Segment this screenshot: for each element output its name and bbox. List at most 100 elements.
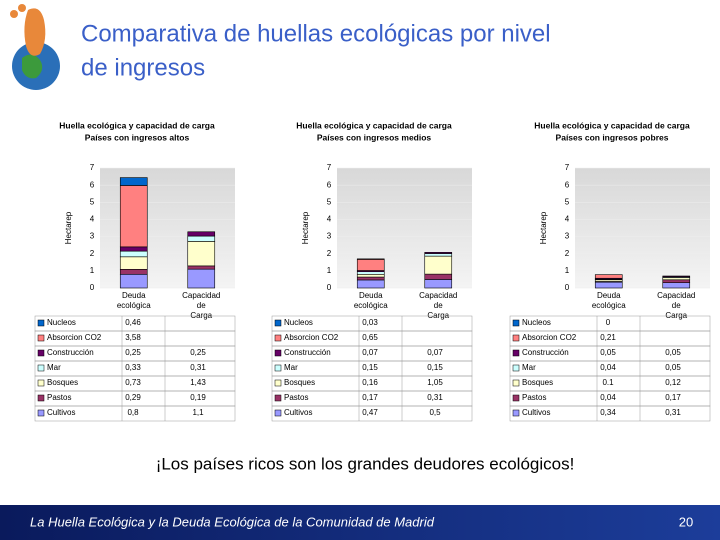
y-tick-label: 5 [90,197,95,206]
data-label: 0,25 [190,348,206,357]
y-tick-label: 1 [565,266,570,275]
data-label: 3,58 [125,333,141,342]
legend-label: Pastos [522,393,546,402]
legend-label: Nucleos [522,318,551,327]
data-label: 0,15 [427,363,443,372]
y-tick-label: 1 [327,266,332,275]
legend-label: Absorcion CO2 [522,333,577,342]
y-tick-label: 0 [327,283,332,292]
data-label: 0,16 [362,378,378,387]
bar-segment [187,235,216,242]
x-tick-label: Deuda ecológica [354,291,388,310]
data-label: 0,31 [427,393,443,402]
data-label: 0,04 [600,393,616,402]
legend-swatch [37,334,45,342]
legend-swatch [274,364,282,372]
legend-label: Bosques [284,378,315,387]
data-label: 0,12 [665,378,681,387]
data-label: 0,31 [190,363,206,372]
bar-segment [424,253,453,257]
data-label: 0,65 [362,333,378,342]
data-label: 0,05 [600,348,616,357]
legend-swatch [37,409,45,417]
data-label: 1,43 [190,378,206,387]
footer: La Huella Ecológica y la Deuda Ecológica… [30,514,435,529]
bar-segment [119,177,148,186]
legend-swatch [37,379,45,387]
chart-subtitle: Países con ingresos altos [85,132,190,142]
data-label: 0,47 [362,408,378,417]
legend-swatch [274,349,282,357]
chart-title: Huella ecológica y capacidad de carga [534,120,690,130]
y-tick-label: 7 [565,163,570,172]
legend-label: Cultivos [522,408,550,417]
footer-bar [0,505,720,540]
bar-segment [594,281,623,289]
y-tick-label: 2 [90,249,95,258]
y-tick-label: 4 [565,215,570,224]
plot-area [575,168,710,288]
bar-segment [424,273,453,280]
legend-swatch [274,334,282,342]
bar-segment [356,271,385,275]
x-tick-label: Capacidad de Carga [657,291,695,320]
y-tick-label: 3 [327,232,332,241]
y-tick-label: 3 [565,232,570,241]
page-number: 20 [679,514,693,529]
chart-subtitle: Países con ingresos pobres [556,132,669,142]
slide-title: Comparativa de huellas ecológicas por ni… [81,20,551,47]
y-axis-label: Hectarep [539,211,548,244]
data-label: 0,07 [427,348,443,357]
bar-segment [187,268,216,289]
legend-label: Absorcion CO2 [284,333,339,342]
y-tick-label: 6 [327,180,332,189]
y-tick-label: 0 [565,283,570,292]
legend-label: Mar [284,363,298,372]
data-label: 0,05 [665,348,681,357]
data-label: 0,07 [362,348,378,357]
y-tick-label: 0 [90,283,95,292]
legend-swatch [512,364,520,372]
bar-segment [356,258,385,260]
legend-swatch [512,349,520,357]
legend-swatch [512,319,520,327]
data-label: 0,21 [600,333,616,342]
table-row [271,405,473,422]
legend-swatch [512,394,520,402]
legend-label: Pastos [47,393,71,402]
y-axis-label: Hectarep [301,211,310,244]
data-label: 0,34 [600,408,616,417]
bar-segment [662,275,691,278]
logo [10,4,60,90]
y-tick-label: 3 [90,232,95,241]
bar-segment [662,282,691,289]
legend-label: Cultivos [47,408,75,417]
legend-swatch [274,409,282,417]
bar-segment [424,252,453,254]
bar-segment [662,277,691,281]
bar-segment [424,279,453,289]
legend-swatch [274,379,282,387]
legend-swatch [37,349,45,357]
table-row [509,405,711,422]
y-tick-label: 5 [565,197,570,206]
data-label: 0,33 [125,363,141,372]
bar-segment [119,185,148,248]
data-label: 0,25 [125,348,141,357]
data-label: 1,1 [192,408,204,417]
data-label: 0,73 [125,378,141,387]
legend-swatch [512,379,520,387]
bar-segment [119,246,148,252]
x-tick-label: Capacidad de Carga [182,291,220,320]
legend-swatch [274,319,282,327]
y-tick-label: 7 [90,163,95,172]
x-tick-label: Deuda ecológica [117,291,151,310]
data-label: 1,05 [427,378,443,387]
table-row [34,405,236,422]
y-tick-label: 7 [327,163,332,172]
y-axis-label: Hectarep [64,211,73,244]
data-label: 0,5 [429,408,441,417]
bar-segment [356,259,385,271]
chart-subtitle: Países con ingresos medios [317,132,432,142]
